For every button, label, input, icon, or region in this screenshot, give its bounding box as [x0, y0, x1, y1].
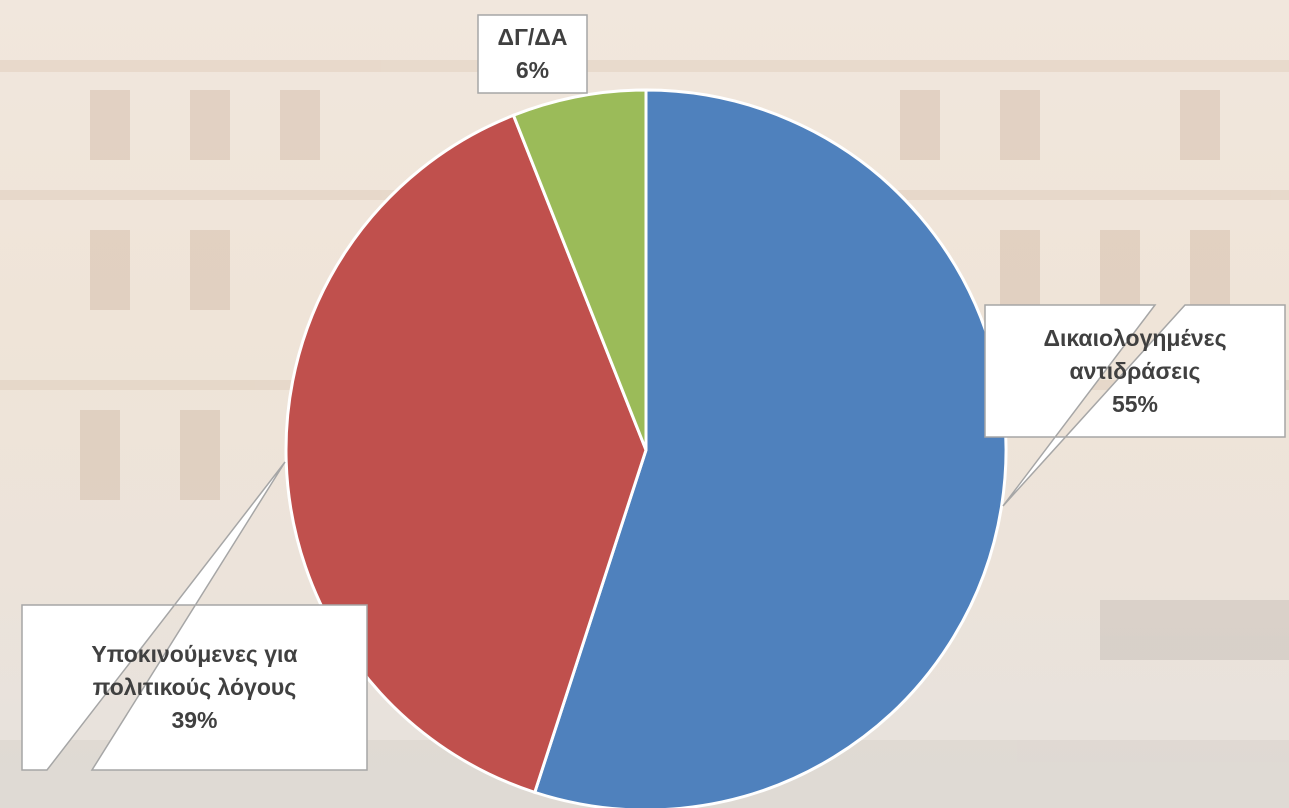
slide: Δικαιολογημένες αντιδράσεις55% Υποκινούμε… [0, 0, 1289, 808]
value-label: 39% [22, 704, 367, 737]
category-label: Υποκινούμενες για πολιτικούς λόγους [22, 638, 367, 704]
value-label: 6% [478, 54, 587, 87]
value-label: 55% [985, 388, 1285, 421]
category-label: Δικαιολογημένες αντιδράσεις [985, 322, 1285, 388]
category-label: ΔΓ/ΔΑ [478, 21, 587, 54]
